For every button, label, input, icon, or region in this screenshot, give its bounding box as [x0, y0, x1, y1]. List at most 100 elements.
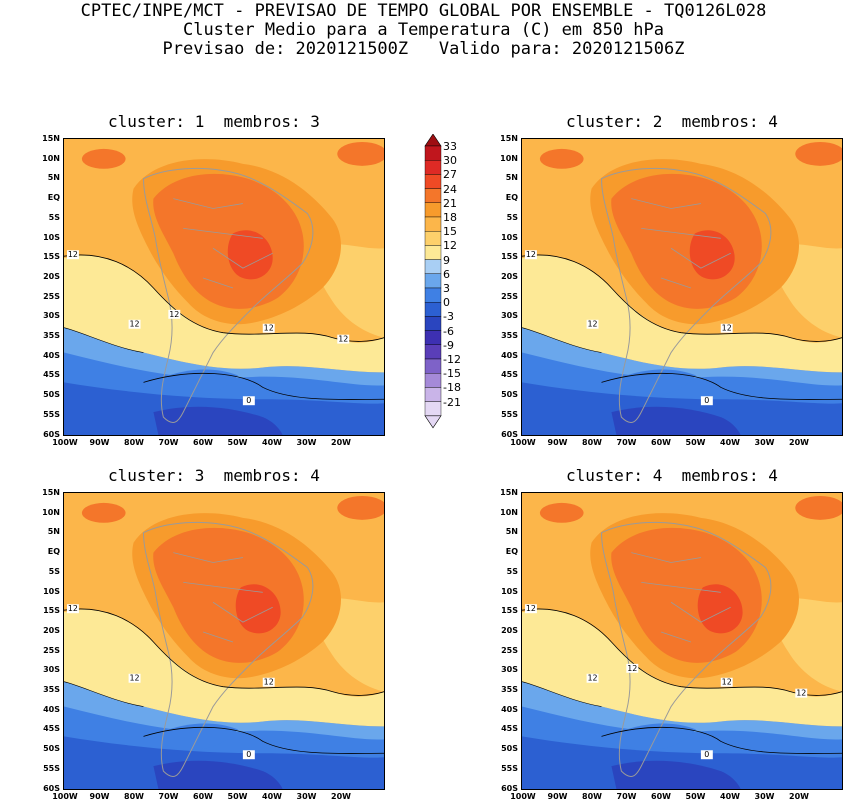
panel-1-title: cluster: 1 membros: 3 [108, 112, 320, 131]
lon-label: 60W [651, 792, 671, 801]
lat-label: 35S [501, 685, 518, 694]
lat-label: 5N [505, 527, 518, 537]
svg-text:12: 12 [526, 250, 536, 259]
colorbar-label: 21 [443, 196, 457, 210]
lat-label: 50S [43, 390, 60, 400]
lon-label: 40W [720, 438, 740, 447]
main-title: CPTEC/INPE/MCT - PREVISAO DE TEMPO GLOBA… [80, 1, 767, 21]
lon-label: 50W [685, 438, 706, 447]
svg-text:12: 12 [588, 674, 598, 683]
contour-label: 12 [720, 678, 733, 687]
lat-label: 5S [506, 212, 518, 222]
colorbar-label: -3 [443, 310, 454, 324]
temperature-map: 12 12 12 0 [522, 139, 842, 435]
contour-label: 12 [66, 604, 79, 613]
lat-label: 45S [501, 724, 518, 734]
lon-label: 20W [789, 792, 809, 801]
lat-label: 55S [43, 409, 60, 419]
lat-label: 10S [501, 586, 518, 596]
contour-label: 0 [242, 750, 255, 759]
colorbar-label: 30 [443, 154, 457, 168]
lat-label: 5N [47, 527, 60, 537]
lon-label: 80W [582, 792, 602, 801]
lon-label: 100W [510, 438, 536, 447]
lat-label: 5N [505, 173, 518, 183]
svg-text:0: 0 [246, 750, 251, 759]
lat-label: 35S [43, 331, 60, 340]
lon-label: 100W [510, 792, 536, 801]
lat-label: 25S [43, 291, 60, 301]
lat-label: EQ [505, 193, 518, 203]
colorbar-label: -18 [443, 381, 461, 395]
lat-label: 20S [501, 271, 518, 281]
lat-label: EQ [505, 547, 518, 557]
map-panel-1: 12 12 12 12 12 0 [63, 138, 385, 436]
lat-label: 50S [501, 744, 518, 754]
subtitle-variable: Cluster Medio para a Temperatura (C) em … [182, 20, 665, 40]
lat-label: 15N [500, 488, 518, 497]
colorbar-label: -6 [443, 324, 454, 338]
lon-label: 70W [616, 792, 637, 801]
colorbar-label: 3 [443, 282, 450, 295]
contour-label: 12 [524, 250, 537, 259]
lon-label: 70W [158, 792, 179, 801]
lon-label: 20W [331, 792, 351, 801]
lat-label: 35S [501, 331, 518, 340]
panel-4-title: cluster: 4 membros: 4 [566, 466, 778, 485]
svg-text:12: 12 [338, 335, 348, 344]
lat-label: 5N [47, 173, 60, 183]
svg-text:12: 12 [264, 678, 274, 687]
lat-label: 55S [43, 763, 60, 773]
svg-text:12: 12 [169, 310, 179, 319]
svg-text:12: 12 [68, 604, 78, 613]
lon-label: 90W [547, 438, 568, 447]
lat-label: 10S [43, 586, 60, 596]
svg-text:12: 12 [130, 674, 140, 683]
lon-label: 50W [685, 792, 706, 801]
contour-label: 0 [242, 396, 255, 405]
lat-label: 40S [43, 350, 60, 360]
lat-label: 45S [43, 724, 60, 734]
map-panel-2: 12 12 12 0 [521, 138, 843, 436]
colorbar-label: 0 [443, 296, 450, 310]
lat-label: 60S [43, 429, 60, 439]
lon-label: 80W [582, 438, 602, 447]
lat-label: 30S [501, 665, 518, 675]
temperature-map: 12 12 12 12 12 0 [64, 139, 384, 435]
lon-label: 90W [89, 792, 110, 801]
lon-label: 40W [262, 792, 282, 801]
svg-text:12: 12 [627, 664, 637, 673]
lat-label: 10N [42, 153, 60, 163]
lon-label: 30W [754, 792, 775, 801]
svg-text:12: 12 [722, 324, 732, 333]
lat-label: 20S [43, 271, 60, 281]
lat-label: 30S [43, 311, 60, 321]
lat-label: 5S [506, 566, 518, 576]
svg-text:12: 12 [722, 678, 732, 687]
lon-label: 90W [89, 438, 110, 447]
lon-label: 90W [547, 792, 568, 801]
colorbar-label: 6 [443, 267, 450, 281]
lat-label: 50S [43, 744, 60, 754]
temperature-map: 12 12 12 0 [64, 493, 384, 789]
lat-label: 55S [501, 409, 518, 419]
contour-label: 12 [586, 674, 599, 683]
lon-label: 60W [193, 792, 213, 801]
contour-label: 12 [524, 604, 537, 613]
lon-label: 100W [52, 438, 78, 447]
svg-text:0: 0 [704, 396, 709, 405]
colorbar-label: 18 [443, 211, 457, 224]
panel-3-title: cluster: 3 membros: 4 [108, 466, 320, 485]
lon-label: 30W [296, 792, 317, 801]
lat-label: 15S [501, 252, 518, 262]
colorbar-label: 9 [443, 253, 450, 267]
lat-label: 60S [43, 783, 60, 793]
contour-label: 12 [337, 335, 350, 344]
lat-label: 15N [500, 134, 518, 143]
lat-label: 15S [501, 606, 518, 616]
lat-label: 5S [48, 212, 60, 222]
lat-label: 55S [501, 763, 518, 773]
lon-label: 50W [227, 792, 248, 801]
svg-text:12: 12 [68, 250, 78, 259]
lat-label: 30S [501, 311, 518, 321]
